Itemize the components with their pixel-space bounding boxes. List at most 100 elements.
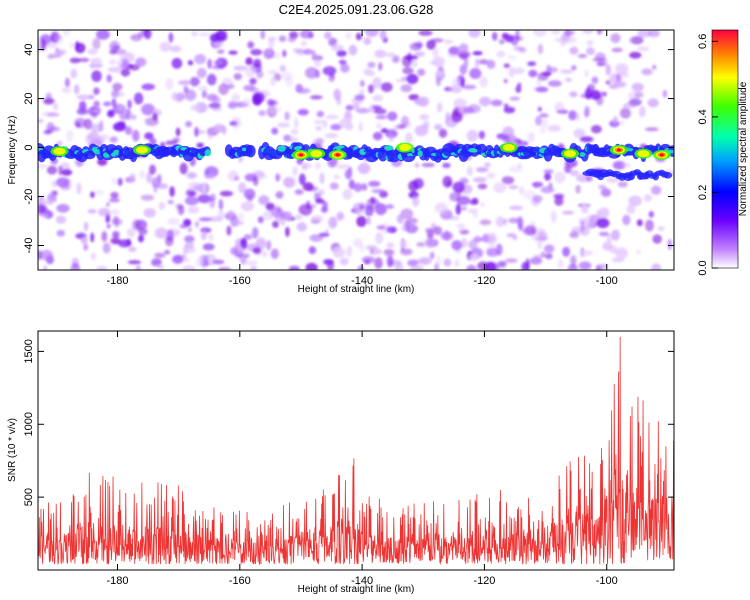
noise-blob xyxy=(139,170,146,179)
noise-blob xyxy=(478,59,489,65)
noise-blob xyxy=(75,121,81,128)
noise-blob xyxy=(117,177,123,186)
noise-blob xyxy=(652,64,657,70)
noise-blob xyxy=(353,182,363,192)
noise-blob xyxy=(466,166,473,176)
noise-blob xyxy=(345,104,354,111)
noise-blob xyxy=(472,51,483,56)
noise-blob xyxy=(78,57,90,63)
noise-blob xyxy=(94,189,105,196)
noise-blob xyxy=(193,184,204,192)
noise-blob xyxy=(404,55,418,61)
noise-blob xyxy=(596,30,603,35)
noise-blob xyxy=(315,69,320,79)
noise-blob xyxy=(172,137,180,143)
noise-blob xyxy=(43,129,52,135)
noise-blob xyxy=(606,177,619,183)
noise-blob xyxy=(585,175,593,182)
noise-blob xyxy=(143,208,156,218)
noise-blob xyxy=(628,195,642,207)
noise-blob xyxy=(275,173,281,182)
noise-blob xyxy=(253,58,262,68)
noise-blob xyxy=(364,204,374,217)
y-tick-label: 0 xyxy=(23,144,35,150)
noise-blob xyxy=(417,96,430,107)
noise-blob xyxy=(43,98,55,105)
noise-blob xyxy=(619,120,626,126)
noise-blob xyxy=(103,101,112,107)
noise-blob xyxy=(385,204,395,210)
noise-blob xyxy=(476,167,489,173)
noise-blob xyxy=(336,163,350,170)
noise-blob xyxy=(652,234,662,244)
noise-blob xyxy=(386,242,395,248)
noise-blob xyxy=(338,59,347,65)
noise-blob xyxy=(159,41,172,52)
noise-blob xyxy=(53,102,59,111)
noise-blob xyxy=(517,163,523,169)
noise-blob xyxy=(285,226,290,237)
x-tick-label: -160 xyxy=(229,575,251,587)
noise-blob xyxy=(641,68,653,76)
noise-blob xyxy=(490,99,503,107)
noise-blob xyxy=(190,104,199,112)
noise-blob xyxy=(563,30,575,36)
noise-blob xyxy=(130,34,143,42)
peak-max xyxy=(298,153,303,157)
noise-blob xyxy=(372,105,383,110)
noise-blob xyxy=(451,240,463,251)
noise-blob xyxy=(585,47,595,56)
chart-title: C2E4.2025.091.23.06.G28 xyxy=(278,2,434,17)
noise-blob xyxy=(460,206,467,211)
noise-blob xyxy=(509,205,524,211)
noise-blob xyxy=(539,118,549,128)
noise-blob xyxy=(81,236,88,245)
spectrogram-xlabel: Height of straight line (km) xyxy=(298,284,415,295)
noise-blob xyxy=(386,255,394,268)
noise-blob xyxy=(557,259,564,269)
noise-blob xyxy=(353,238,363,248)
noise-blob xyxy=(207,128,213,140)
noise-blob xyxy=(93,87,100,95)
noise-blob xyxy=(288,265,300,270)
noise-blob xyxy=(250,265,257,270)
noise-blob xyxy=(109,197,120,203)
noise-blob xyxy=(233,73,242,81)
noise-blob xyxy=(547,124,562,132)
noise-blob xyxy=(292,166,299,176)
noise-blob xyxy=(290,128,299,135)
noise-blob xyxy=(331,44,344,52)
noise-blob xyxy=(182,265,196,270)
noise-blob xyxy=(612,160,626,170)
noise-blob xyxy=(202,243,215,251)
noise-blob xyxy=(414,51,426,57)
noise-blob xyxy=(251,227,259,239)
noise-blob xyxy=(38,118,44,124)
noise-blob xyxy=(127,99,132,109)
noise-blob xyxy=(413,42,424,48)
noise-blob xyxy=(197,129,206,135)
noise-blob xyxy=(503,78,508,84)
noise-blob xyxy=(667,239,672,250)
noise-blob xyxy=(515,30,520,41)
noise-blob xyxy=(380,128,388,134)
noise-blob xyxy=(610,33,621,44)
noise-blob xyxy=(256,238,267,250)
noise-blob xyxy=(361,256,375,264)
noise-blob xyxy=(178,80,191,86)
noise-blob xyxy=(262,251,268,258)
noise-blob xyxy=(468,30,481,38)
band-blob-core xyxy=(204,149,212,157)
noise-blob xyxy=(328,73,335,83)
noise-blob xyxy=(209,216,222,222)
noise-blob xyxy=(636,219,643,227)
noise-blob xyxy=(469,68,482,79)
noise-blob xyxy=(496,50,506,58)
noise-blob xyxy=(141,103,155,116)
noise-blob xyxy=(91,70,102,82)
noise-blob xyxy=(258,110,267,117)
noise-blob xyxy=(41,213,49,219)
colorbar-tick-label: 0.0 xyxy=(697,260,709,275)
noise-blob xyxy=(528,69,538,78)
